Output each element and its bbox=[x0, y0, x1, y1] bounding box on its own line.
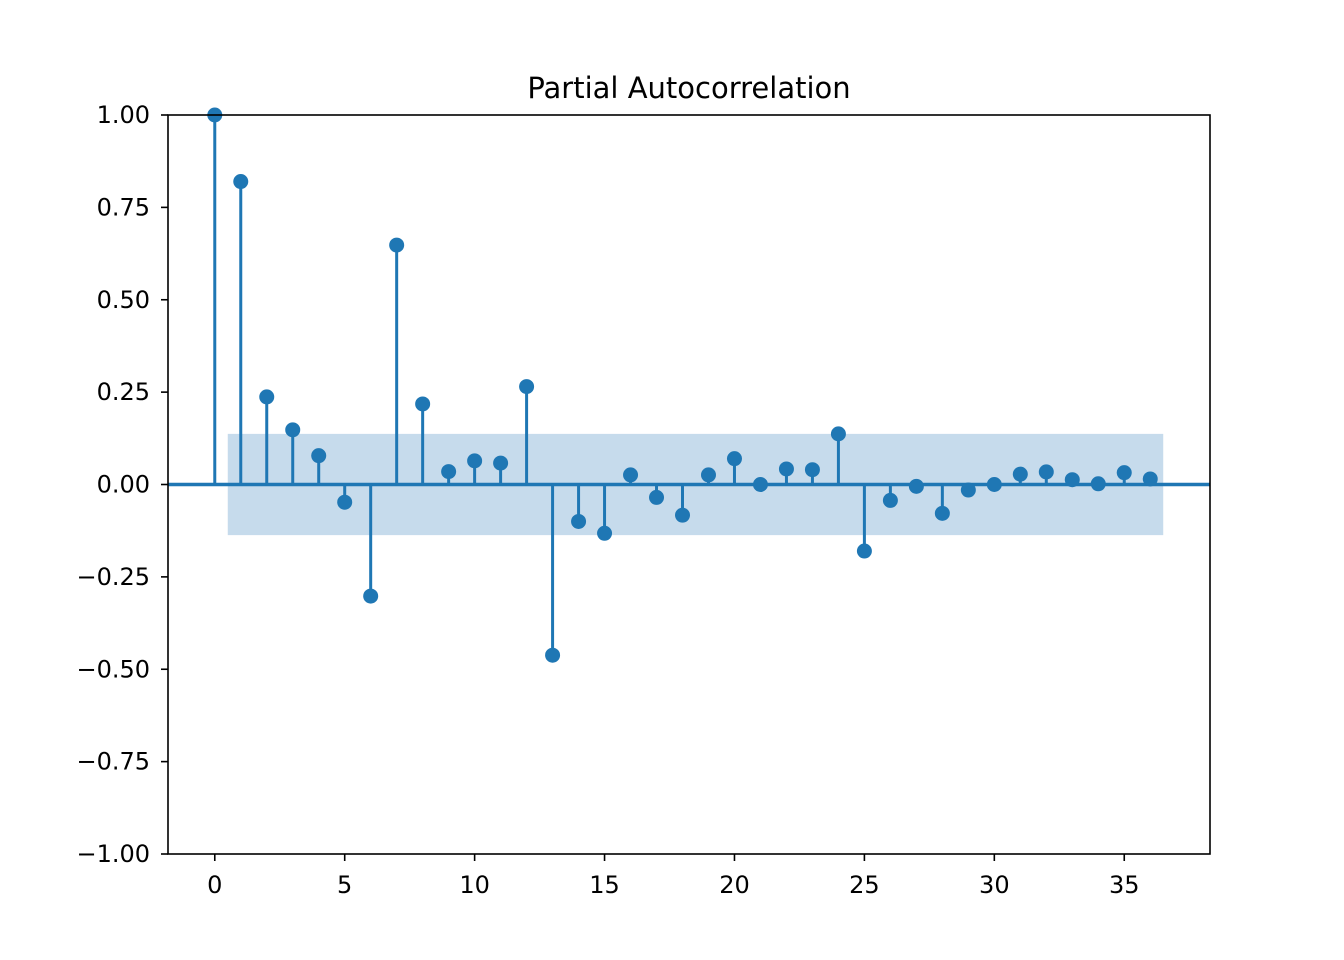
marker-lag-14 bbox=[571, 513, 587, 529]
marker-lag-12 bbox=[519, 379, 535, 395]
marker-lag-36 bbox=[1142, 471, 1158, 487]
marker-lag-34 bbox=[1090, 476, 1106, 492]
marker-lag-20 bbox=[726, 451, 742, 467]
y-tick-label: 0.75 bbox=[97, 193, 150, 221]
marker-lag-30 bbox=[986, 477, 1002, 492]
y-tick-label: −0.25 bbox=[76, 563, 150, 591]
x-tick-label: 0 bbox=[207, 871, 222, 899]
x-tick-label: 35 bbox=[1109, 871, 1140, 899]
marker-lag-31 bbox=[1012, 466, 1028, 482]
y-tick-label: 0.00 bbox=[97, 471, 150, 499]
y-tick-label: −0.75 bbox=[76, 748, 150, 776]
marker-lag-15 bbox=[597, 525, 613, 541]
marker-lag-33 bbox=[1064, 472, 1080, 488]
x-tick-label: 15 bbox=[589, 871, 620, 899]
chart-title: Partial Autocorrelation bbox=[527, 71, 850, 105]
marker-lag-22 bbox=[778, 461, 794, 477]
marker-lag-6 bbox=[363, 588, 379, 604]
x-tick-label: 25 bbox=[849, 871, 880, 899]
x-tick-label: 10 bbox=[459, 871, 490, 899]
y-tick-label: −0.50 bbox=[76, 655, 150, 683]
marker-lag-29 bbox=[960, 482, 976, 498]
marker-lag-5 bbox=[337, 494, 353, 510]
marker-lag-21 bbox=[752, 477, 768, 492]
marker-lag-7 bbox=[389, 237, 405, 253]
x-tick-label: 30 bbox=[979, 871, 1010, 899]
marker-lag-1 bbox=[233, 174, 249, 190]
marker-lag-28 bbox=[934, 505, 950, 521]
y-tick-label: 0.50 bbox=[97, 286, 150, 314]
marker-lag-27 bbox=[908, 478, 924, 494]
marker-lag-35 bbox=[1116, 465, 1132, 481]
marker-lag-2 bbox=[259, 389, 275, 405]
y-tick-label: 1.00 bbox=[97, 101, 150, 129]
x-tick-label: 20 bbox=[719, 871, 750, 899]
marker-lag-23 bbox=[804, 462, 820, 478]
marker-lag-32 bbox=[1038, 464, 1054, 480]
marker-lag-25 bbox=[856, 543, 872, 559]
x-tick-label: 5 bbox=[337, 871, 352, 899]
marker-lag-18 bbox=[675, 507, 691, 523]
marker-lag-19 bbox=[700, 467, 716, 483]
marker-lag-10 bbox=[467, 453, 483, 469]
marker-lag-16 bbox=[623, 467, 639, 483]
marker-lag-8 bbox=[415, 396, 431, 412]
marker-lag-4 bbox=[311, 448, 327, 464]
marker-lag-11 bbox=[493, 455, 509, 471]
marker-lag-17 bbox=[649, 489, 665, 505]
marker-lag-26 bbox=[882, 492, 898, 508]
marker-lag-9 bbox=[441, 464, 457, 480]
y-tick-label: −1.00 bbox=[76, 840, 150, 868]
marker-lag-24 bbox=[830, 426, 846, 442]
marker-lag-13 bbox=[545, 647, 561, 663]
marker-lag-3 bbox=[285, 422, 301, 438]
y-tick-label: 0.25 bbox=[97, 378, 150, 406]
